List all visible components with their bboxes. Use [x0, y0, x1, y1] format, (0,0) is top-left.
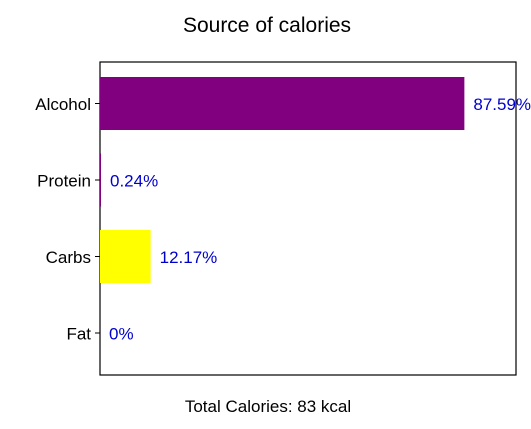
chart-title: Source of calories	[183, 14, 351, 37]
value-label-protein: 0.24%	[110, 171, 158, 190]
bar-alcohol	[100, 77, 465, 130]
y-tick-label-alcohol: Alcohol	[35, 95, 91, 114]
bar-carbs	[100, 230, 151, 283]
x-axis-label: Total Calories: 83 kcal	[185, 397, 351, 416]
y-tick-label-protein: Protein	[37, 171, 91, 190]
bars-group	[100, 77, 465, 283]
value-label-alcohol: 87.59%	[473, 95, 531, 114]
y-axis-ticks: Alcohol Protein Carbs Fat	[35, 95, 100, 343]
bar-protein	[100, 153, 101, 207]
value-label-fat: 0%	[109, 324, 134, 343]
value-label-carbs: 12.17%	[160, 248, 218, 267]
plot-area	[99, 61, 517, 376]
y-tick-label-fat: Fat	[66, 324, 91, 343]
value-labels-group: 87.59% 0.24% 12.17% 0%	[109, 95, 531, 344]
y-tick-label-carbs: Carbs	[46, 248, 91, 267]
